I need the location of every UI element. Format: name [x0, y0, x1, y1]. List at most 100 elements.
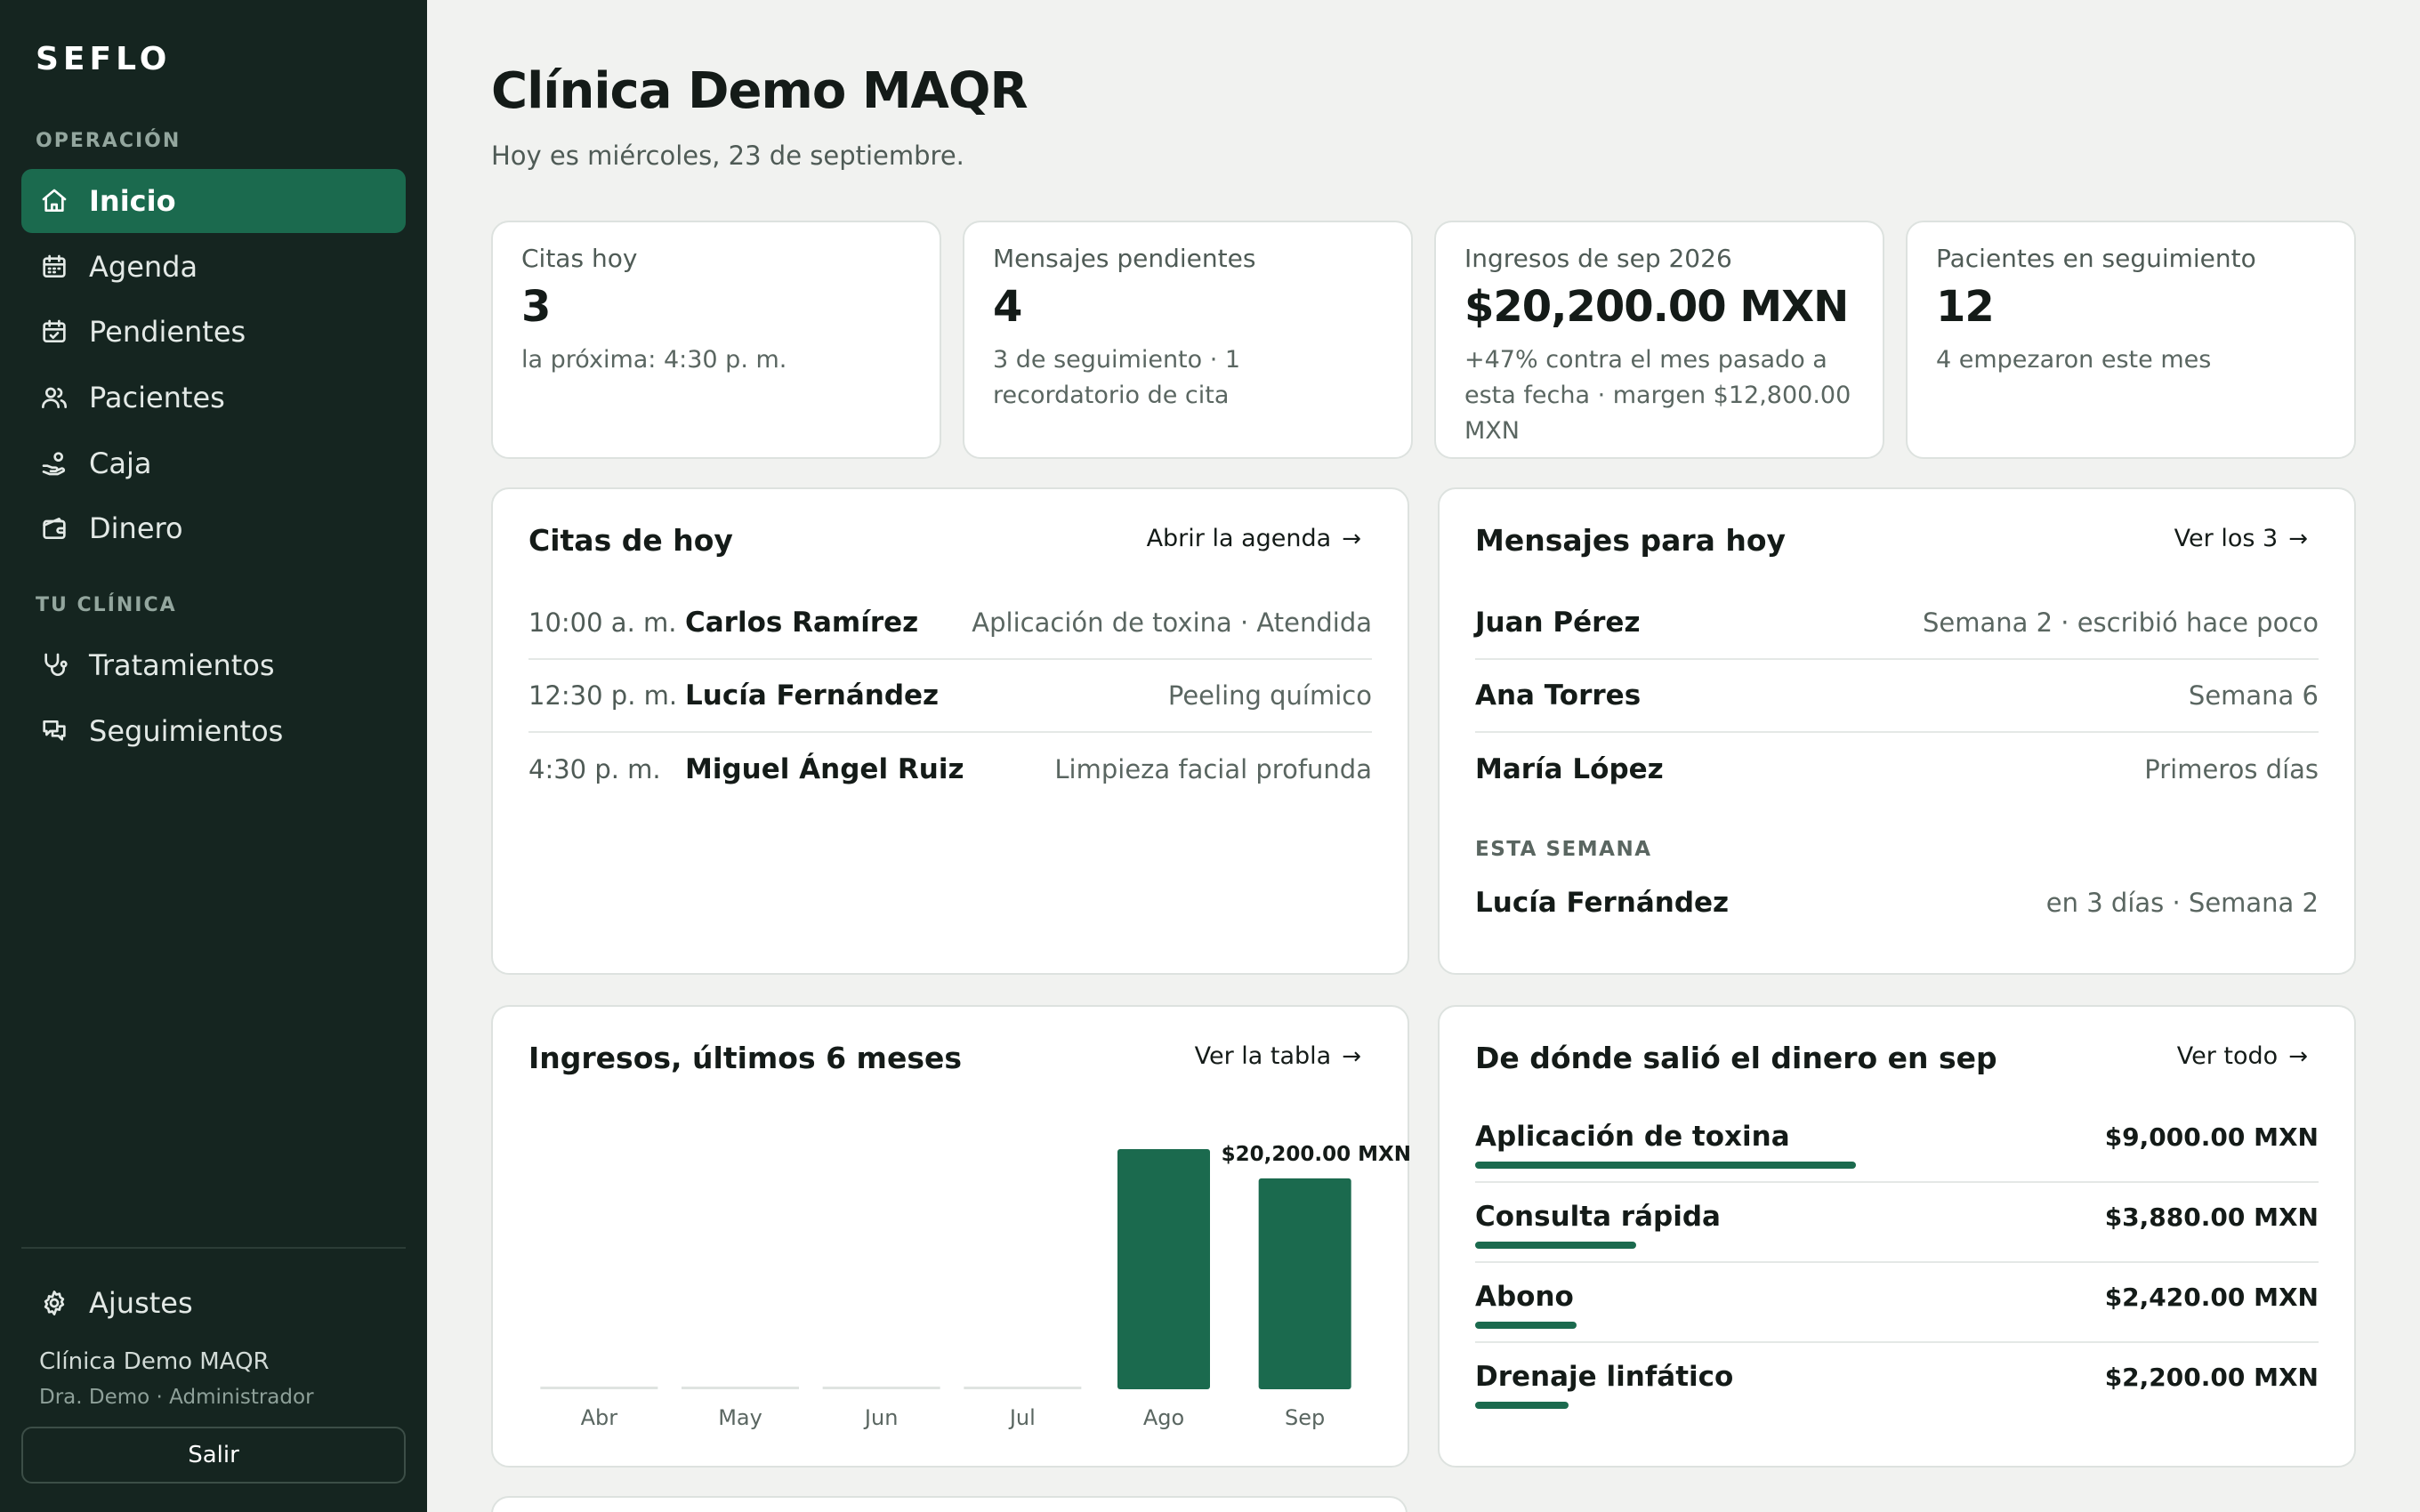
sidebar-item-label: Caja — [89, 446, 152, 480]
source-name: Aplicación de toxina — [1475, 1121, 1790, 1153]
appointment-detail: Limpieza facial profunda — [1054, 754, 1372, 784]
sidebar-item-dinero[interactable]: Dinero — [21, 496, 406, 560]
page-title: Clínica Demo MAQR — [491, 62, 1028, 120]
stat-value: $20,200.00 MXN — [1464, 282, 1849, 332]
panel-title: Citas de hoy — [528, 523, 733, 558]
income-source-row[interactable]: Abono $2,420.00 MXN — [1475, 1263, 2319, 1343]
arrow-right-icon: → — [1342, 1042, 1361, 1070]
sidebar-item-pendientes[interactable]: Pendientes — [21, 300, 406, 364]
source-amount: $9,000.00 MXN — [2104, 1122, 2319, 1152]
stat-value: 3 — [521, 282, 551, 332]
message-detail: Primeros días — [2144, 754, 2319, 784]
message-row[interactable]: Juan Pérez Semana 2 · escribió hace poco — [1475, 587, 2319, 660]
home-icon — [39, 186, 69, 216]
arrow-right-icon: → — [1342, 525, 1361, 552]
sidebar-divider — [21, 1247, 406, 1249]
sidebar-item-label: Inicio — [89, 184, 176, 218]
appointment-row[interactable]: 10:00 a. m. Carlos Ramírez Aplicación de… — [528, 587, 1372, 660]
source-name: Drenaje linfático — [1475, 1361, 1734, 1393]
bar-ago[interactable] — [1117, 1149, 1210, 1389]
logout-button[interactable]: Salir — [21, 1427, 406, 1484]
sidebar-item-label: Pendientes — [89, 315, 246, 349]
message-row[interactable]: Ana Torres Semana 6 — [1475, 660, 2319, 733]
link-label: Ver todo — [2176, 1042, 2279, 1070]
source-share-bar — [1475, 1242, 2320, 1249]
calendar-icon — [39, 252, 69, 282]
stat-note: la próxima: 4:30 p. m. — [521, 346, 787, 374]
bar-sep[interactable] — [1258, 1178, 1351, 1389]
stat-note: 3 de seguimiento · 1 recordatorio de cit… — [993, 346, 1241, 409]
sidebar-item-seguimientos[interactable]: Seguimientos — [21, 699, 406, 763]
source-name: Abono — [1475, 1281, 1574, 1313]
appointment-row[interactable]: 4:30 p. m. Miguel Ángel Ruiz Limpieza fa… — [528, 733, 1372, 806]
patient-name: Ana Torres — [1475, 680, 1642, 712]
sidebar-item-label: Seguimientos — [89, 714, 284, 748]
bar-abr — [540, 1387, 658, 1389]
stat-card-pacientes: Pacientes en seguimiento 12 4 empezaron … — [1906, 221, 2356, 459]
source-share-fill — [1475, 1322, 1577, 1329]
stat-label: Mensajes pendientes — [993, 244, 1256, 273]
source-share-bar — [1475, 1402, 2320, 1409]
patient-name: Lucía Fernández — [1475, 887, 1730, 919]
sidebar-item-caja[interactable]: Caja — [21, 431, 406, 495]
x-tick-label: May — [718, 1405, 762, 1430]
income-source-row[interactable]: Drenaje linfático $2,200.00 MXN — [1475, 1343, 2319, 1423]
x-tick-label: Jul — [1008, 1405, 1036, 1430]
sidebar-item-label: Agenda — [89, 250, 198, 284]
brand-logo: SEFLO — [36, 41, 172, 77]
arrow-right-icon: → — [2288, 525, 2308, 552]
sidebar-item-inicio[interactable]: Inicio — [21, 169, 406, 233]
view-messages-link[interactable]: Ver los 3 → — [2174, 525, 2308, 552]
sidebar-item-label: Ajustes — [89, 1286, 193, 1320]
message-detail: Semana 2 · escribió hace poco — [1922, 607, 2319, 638]
appointments-panel: Citas de hoy Abrir la agenda → 10:00 a. … — [491, 487, 1409, 975]
view-all-link[interactable]: Ver todo → — [2177, 1042, 2308, 1070]
gear-icon — [39, 1288, 69, 1318]
message-row[interactable]: Lucía Fernández en 3 días · Semana 2 — [1475, 866, 2319, 939]
stat-label: Ingresos de sep 2026 — [1464, 244, 1732, 273]
source-name: Consulta rápida — [1475, 1201, 1721, 1233]
appointment-detail: Peeling químico — [1167, 680, 1372, 711]
link-label: Ver los 3 — [2174, 525, 2279, 552]
sidebar-item-pacientes[interactable]: Pacientes — [21, 366, 406, 430]
clinic-name: Clínica Demo MAQR — [39, 1348, 270, 1375]
sidebar-item-ajustes[interactable]: Ajustes — [21, 1271, 406, 1335]
stat-label: Pacientes en seguimiento — [1936, 244, 2256, 273]
patient-name: Carlos Ramírez — [685, 607, 919, 639]
sidebar-item-tratamientos[interactable]: Tratamientos — [21, 633, 406, 697]
sidebar-item-label: Pacientes — [89, 381, 225, 414]
stat-label: Citas hoy — [521, 244, 638, 273]
patient-name: María López — [1475, 753, 1664, 785]
source-amount: $2,200.00 MXN — [2104, 1363, 2319, 1392]
message-detail: en 3 días · Semana 2 — [2045, 888, 2319, 918]
link-label: Ver la tabla — [1194, 1042, 1332, 1070]
view-table-link[interactable]: Ver la tabla → — [1195, 1042, 1361, 1070]
stat-card-ingresos: Ingresos de sep 2026 $20,200.00 MXN +47%… — [1434, 221, 1884, 459]
wallet-icon — [39, 513, 69, 543]
messages-panel: Mensajes para hoy Ver los 3 → Juan Pérez… — [1438, 487, 2356, 975]
appointment-time: 10:00 a. m. — [528, 607, 677, 638]
stat-note: +47% contra el mes pasado a esta fecha ·… — [1464, 346, 1851, 445]
x-tick-label: Jun — [863, 1405, 899, 1430]
appointment-time: 4:30 p. m. — [528, 754, 661, 784]
panel-title: De dónde salió el dinero en sep — [1475, 1041, 1997, 1075]
income-bar-chart: Abr May Jun Jul Ago Sep $20,200.00 MXN — [540, 1143, 1411, 1430]
stat-card-citas: Citas hoy 3 la próxima: 4:30 p. m. — [491, 221, 941, 459]
sidebar: SEFLO OPERACIÓN Inicio Agenda Pendientes… — [0, 0, 427, 1512]
source-share-fill — [1475, 1162, 1856, 1169]
section-label-tu-clinica: TU CLÍNICA — [36, 594, 177, 616]
sidebar-item-agenda[interactable]: Agenda — [21, 235, 406, 299]
stat-card-mensajes: Mensajes pendientes 4 3 de seguimiento ·… — [963, 221, 1413, 459]
clinic-user-role: Dra. Demo · Administrador — [39, 1386, 314, 1409]
page-subtitle: Hoy es miércoles, 23 de septiembre. — [491, 141, 964, 171]
users-icon — [39, 382, 69, 413]
income-source-row[interactable]: Consulta rápida $3,880.00 MXN — [1475, 1183, 2319, 1263]
panel-title: Mensajes para hoy — [1475, 523, 1787, 558]
income-source-row[interactable]: Aplicación de toxina $9,000.00 MXN — [1475, 1103, 2319, 1183]
bar-jun — [822, 1387, 940, 1389]
message-row[interactable]: María López Primeros días — [1475, 733, 2319, 806]
open-agenda-link[interactable]: Abrir la agenda → — [1147, 525, 1361, 552]
appointment-row[interactable]: 12:30 p. m. Lucía Fernández Peeling quím… — [528, 660, 1372, 733]
messages-icon — [39, 716, 69, 746]
source-share-bar — [1475, 1322, 2320, 1329]
